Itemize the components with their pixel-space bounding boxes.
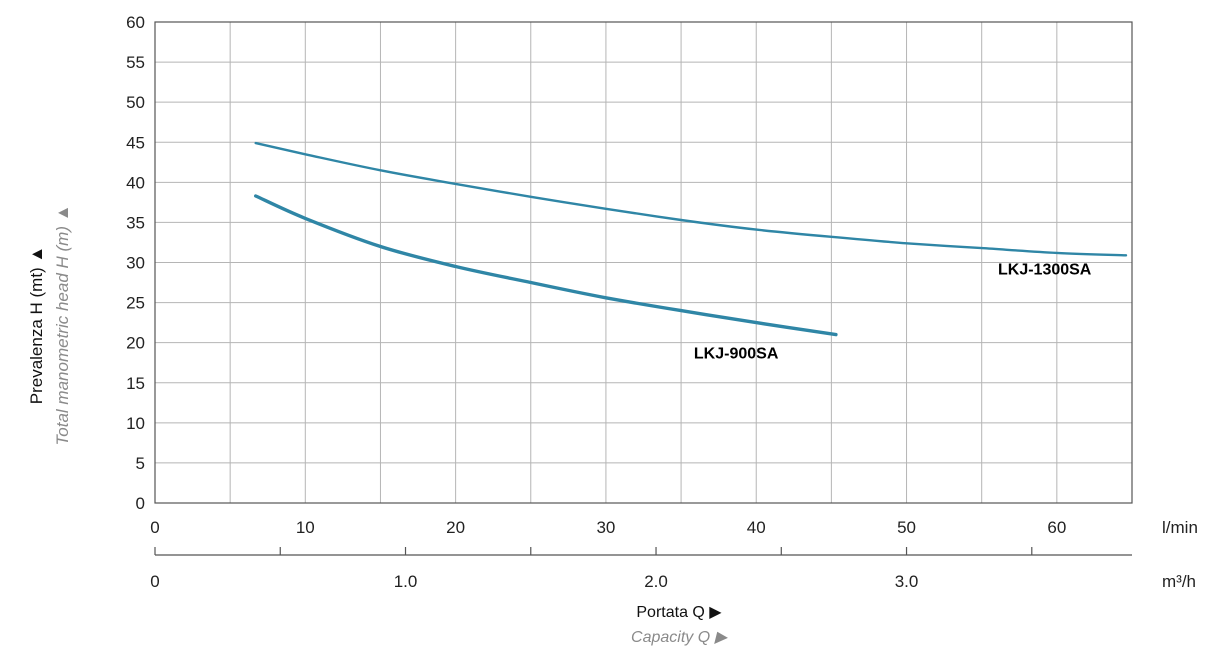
x-tick-label: 40 bbox=[747, 518, 766, 537]
x-tick-label: 20 bbox=[446, 518, 465, 537]
x-tick-label: 10 bbox=[296, 518, 315, 537]
y-tick-label: 30 bbox=[126, 254, 145, 273]
x-axis-label-secondary: Capacity Q ▶ bbox=[631, 629, 729, 646]
y-tick-label: 45 bbox=[126, 133, 145, 152]
grid bbox=[155, 22, 1132, 503]
secondary-x-axis: 0 1.0 2.0 3.0 bbox=[150, 547, 1132, 591]
y-axis-ticks: 0 5 10 15 20 25 30 35 40 45 50 55 60 bbox=[126, 13, 145, 513]
x-tick-label: 50 bbox=[897, 518, 916, 537]
series bbox=[254, 141, 1128, 337]
y-tick-label: 55 bbox=[126, 53, 145, 72]
secondary-x-tick-label: 2.0 bbox=[644, 572, 668, 591]
y-tick-label: 5 bbox=[136, 454, 145, 473]
y-axis-label: Prevalenza H (mt) ▲ bbox=[27, 246, 46, 405]
y-tick-label: 0 bbox=[136, 494, 145, 513]
y-axis-label-secondary: Total manometric head H (m) ▲ bbox=[53, 204, 72, 445]
secondary-x-tick-label: 0 bbox=[150, 572, 159, 591]
y-tick-label: 15 bbox=[126, 374, 145, 393]
x-tick-label: 60 bbox=[1047, 518, 1066, 537]
y-tick-label: 35 bbox=[126, 213, 145, 232]
secondary-x-tick-label: 3.0 bbox=[895, 572, 919, 591]
x-axis-label: Portata Q ▶ bbox=[636, 604, 722, 621]
secondary-x-tick-label: 1.0 bbox=[394, 572, 418, 591]
secondary-x-axis-unit: m³/h bbox=[1162, 572, 1196, 591]
series-line-lkj-1300sa bbox=[254, 141, 1128, 257]
x-tick-label: 0 bbox=[150, 518, 159, 537]
y-tick-label: 25 bbox=[126, 294, 145, 313]
x-axis-unit: l/min bbox=[1162, 518, 1198, 537]
y-tick-label: 10 bbox=[126, 414, 145, 433]
series-label-lkj-900sa: LKJ-900SA bbox=[694, 346, 779, 363]
series-label-lkj-1300sa: LKJ-1300SA bbox=[998, 261, 1092, 278]
y-tick-label: 40 bbox=[126, 173, 145, 192]
y-tick-label: 20 bbox=[126, 334, 145, 353]
y-tick-label: 60 bbox=[126, 13, 145, 32]
x-axis-ticks: 0 10 20 30 40 50 60 bbox=[150, 518, 1066, 537]
y-tick-label: 50 bbox=[126, 93, 145, 112]
x-tick-label: 30 bbox=[596, 518, 615, 537]
series-line-lkj-900sa bbox=[254, 194, 838, 337]
plot-frame bbox=[154, 21, 1133, 504]
series-labels: LKJ-1300SA LKJ-900SA bbox=[694, 261, 1092, 362]
